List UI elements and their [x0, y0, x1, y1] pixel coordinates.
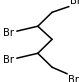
Text: Br: Br — [68, 75, 79, 82]
Text: Br: Br — [3, 28, 14, 38]
Text: Br: Br — [3, 55, 14, 65]
Text: Br: Br — [70, 0, 81, 6]
